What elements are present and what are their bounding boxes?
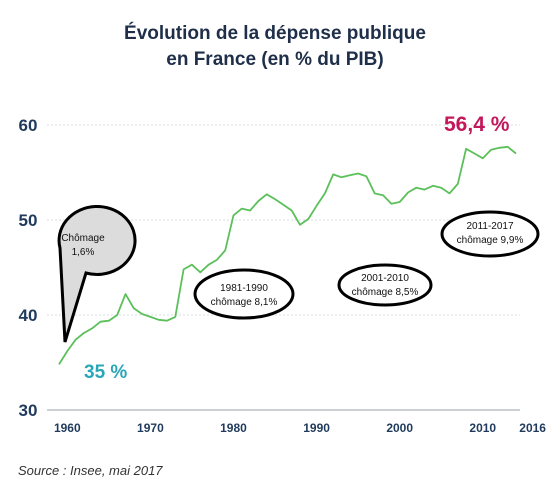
annotation-1981-1990: 1981-1990 chômage 8,1% [193, 268, 295, 320]
annotation-line2: 1,6% [72, 247, 95, 258]
start-value-label: 35 % [84, 362, 127, 383]
y-tick-label: 60 [19, 116, 38, 135]
x-axis: 1960 1970 1980 1990 2000 2010 2016 [54, 421, 546, 435]
annotation-line2: chômage 8,5% [352, 287, 419, 298]
annotation-line1: 2001-2010 [361, 273, 409, 284]
chart-title-line1: Évolution de la dépense publique [124, 22, 426, 44]
x-tick-label: 1970 [137, 421, 164, 435]
y-tick-label: 40 [19, 306, 38, 325]
annotation-line1: Chômage [61, 233, 105, 244]
x-tick-label: 1960 [54, 421, 81, 435]
chart-title-line2: en France (en % du PIB) [166, 49, 383, 70]
series-line [58, 145, 517, 365]
annotation-chomage-1960: Chômage 1,6% [57, 205, 137, 343]
annotation-line2: chômage 9,9% [457, 235, 524, 246]
grid-lines [47, 124, 520, 316]
annotation-2011-2017: 2011-2017 chômage 9,9% [440, 210, 540, 258]
y-tick-label: 30 [19, 401, 38, 420]
annotation-2001-2010: 2001-2010 chômage 8,5% [337, 263, 433, 307]
x-tick-label: 2010 [469, 421, 496, 435]
annotation-line1: 1981-1990 [220, 283, 268, 294]
y-tick-label: 50 [19, 211, 38, 230]
y-axis: 30 40 50 60 [19, 116, 38, 420]
end-value-label: 56,4 % [444, 113, 510, 136]
x-tick-label: 2016 [519, 421, 546, 435]
annotation-line1: 2011-2017 [466, 221, 514, 232]
x-tick-label: 1990 [303, 421, 330, 435]
x-tick-label: 1980 [220, 421, 247, 435]
annotation-line2: chômage 8,1% [211, 297, 278, 308]
x-tick-label: 2000 [386, 421, 413, 435]
source-note: Source : Insee, mai 2017 [18, 463, 163, 478]
